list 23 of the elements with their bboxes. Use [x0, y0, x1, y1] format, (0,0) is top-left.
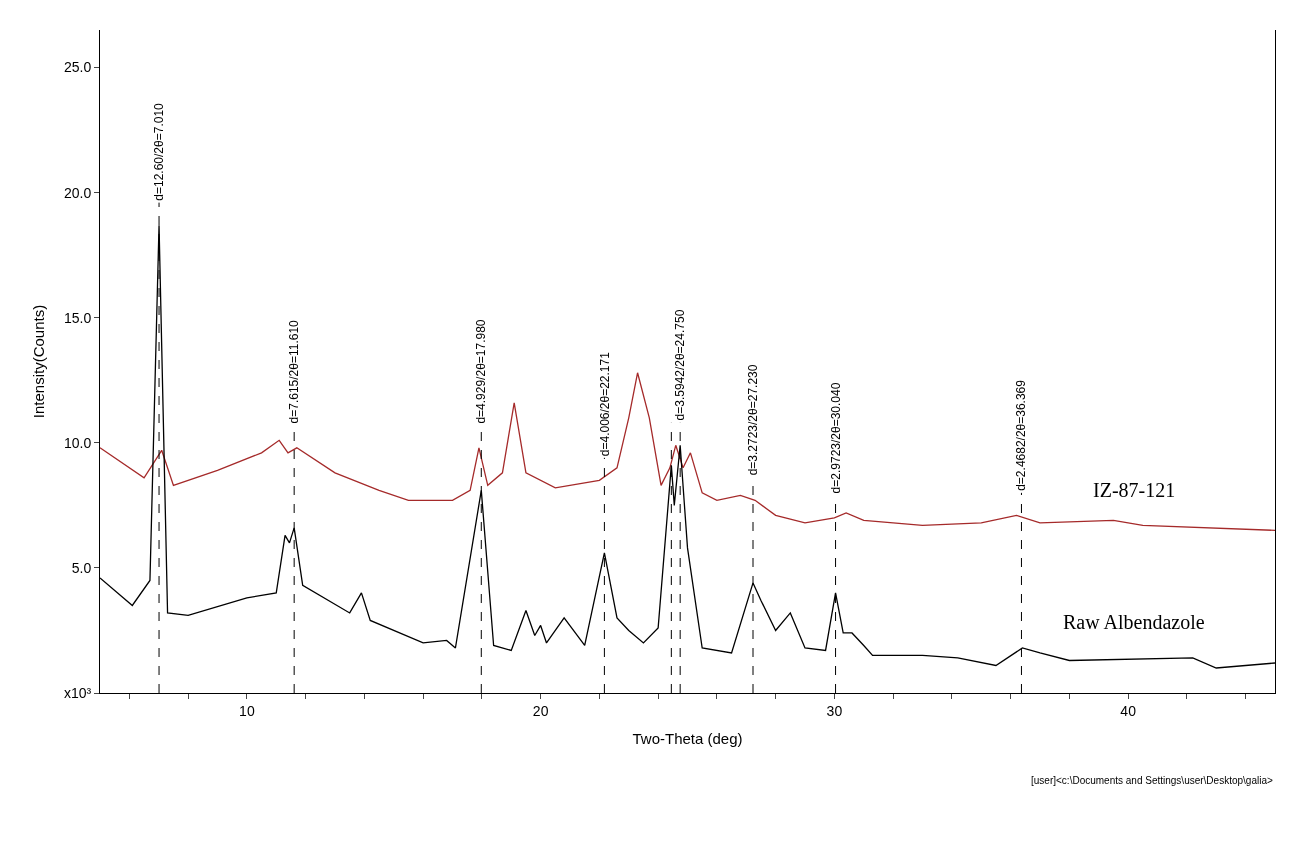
- y-tick-label: x10³: [63, 684, 92, 701]
- y-tick-label: 15.0: [63, 309, 92, 326]
- ref-line-label: d=2.4682/2θ=36.369: [1014, 379, 1029, 491]
- x-tick-label: 10: [239, 702, 255, 719]
- x-axis-title: Two-Theta (deg): [632, 729, 743, 747]
- ref-line-label: d=2.9723/2θ=30.040: [828, 382, 843, 494]
- ref-line-label: d=4.929/2θ=17.980: [473, 319, 488, 424]
- x-tick-label: 30: [826, 702, 843, 719]
- ref-line-label: d=3.2723/2θ=27.230: [745, 364, 760, 476]
- ref-line-label: d=4.006/2θ=22.171: [597, 351, 612, 457]
- x-tick-label: 40: [1120, 702, 1137, 719]
- y-tick-label: 25.0: [63, 59, 92, 76]
- series-label: Raw Albendazole: [1063, 611, 1205, 633]
- text: [user]<c:\Documents and Settings\user\Desktop\galia>: [1031, 775, 1273, 786]
- y-axis-title: Intensity(Counts): [30, 304, 48, 419]
- series-label: IZ-87-121: [1093, 479, 1176, 501]
- y-tick-label: 10.0: [63, 434, 92, 451]
- ref-line-label: d=12.60/2θ=7.010: [152, 102, 167, 201]
- ref-line-label: d=7.615/2θ=11.610: [286, 319, 301, 424]
- x-tick-label: 20: [532, 702, 549, 719]
- y-tick-label: 5.0: [71, 559, 92, 576]
- y-tick-label: 20.0: [63, 184, 92, 201]
- ref-line-label: d=3.5942/2θ=24.750: [672, 309, 687, 421]
